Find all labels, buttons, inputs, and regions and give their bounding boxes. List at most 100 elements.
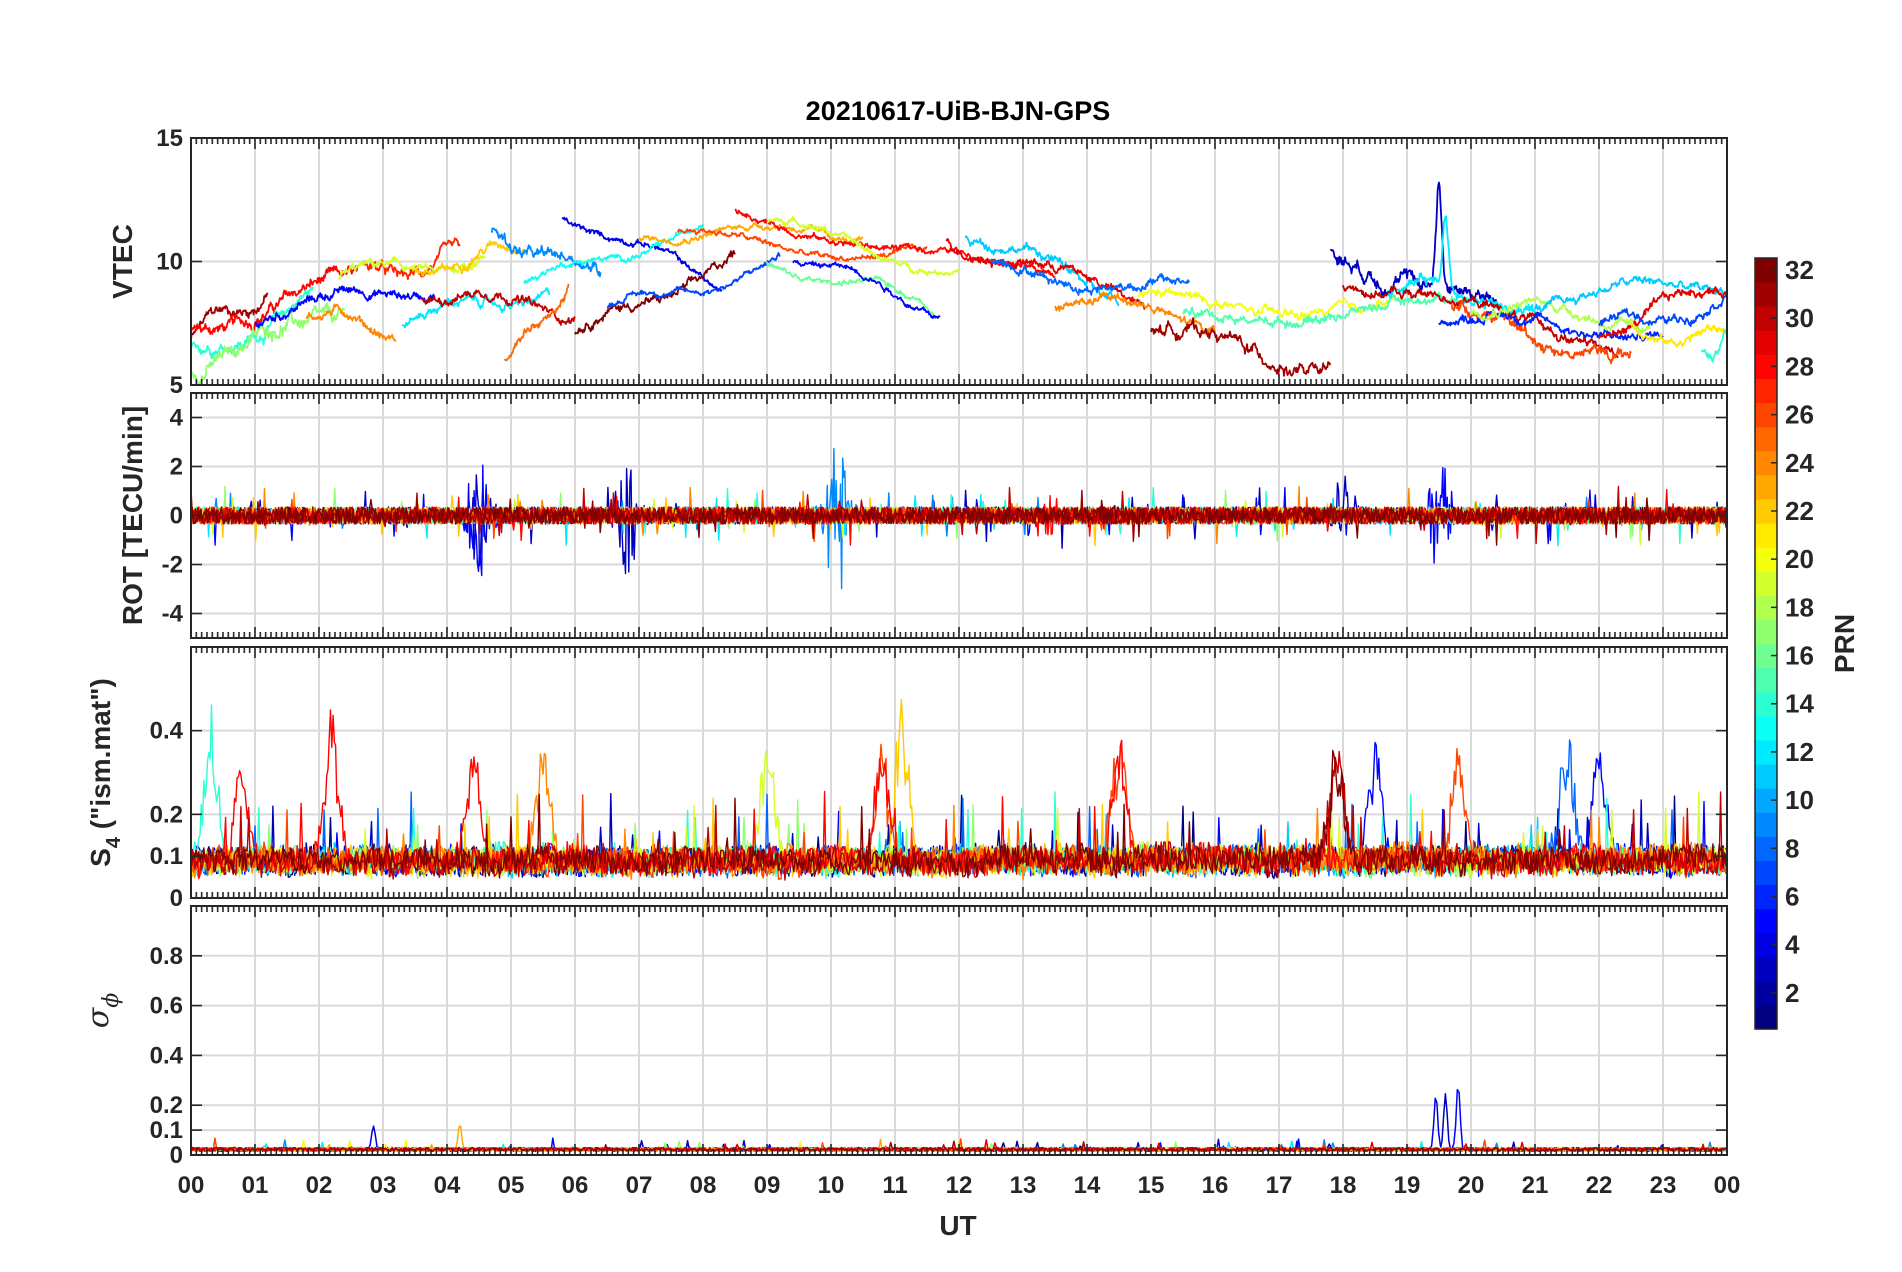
y-tick-label: 0.2 — [150, 1092, 183, 1119]
y-tick-label: 0.8 — [150, 943, 183, 970]
x-tick-label: 06 — [562, 1172, 589, 1199]
colorbar-tick-label: 4 — [1785, 930, 1800, 960]
x-tick-label: 15 — [1138, 1172, 1165, 1199]
axes-S4: 0 0.1 0.2 0.4 S4 ("ism.mat") — [85, 646, 1728, 912]
colorbar-step — [1755, 1004, 1777, 1030]
x-tick-label: 21 — [1522, 1172, 1549, 1199]
colorbar-step — [1755, 643, 1777, 669]
colorbar-tick-label: 30 — [1785, 303, 1814, 333]
vtec-series-prn-4 — [561, 216, 723, 292]
panel-VTEC — [190, 137, 1728, 386]
colorbar-tick-label: 10 — [1785, 785, 1814, 815]
vtec-series-prn-30 — [421, 289, 576, 326]
colorbar-step — [1755, 860, 1777, 886]
y-tick-label: 0 — [170, 885, 183, 912]
x-tick-label: 13 — [1010, 1172, 1037, 1199]
colorbar-step — [1755, 980, 1777, 1006]
colorbar-tick-label: 2 — [1785, 978, 1799, 1008]
colorbar-step — [1755, 547, 1777, 572]
colorbar-step — [1755, 908, 1777, 934]
colorbar-step — [1755, 763, 1777, 789]
axes-box — [190, 392, 1728, 639]
y-tick-label: 0.4 — [150, 718, 184, 745]
colorbar-step — [1755, 836, 1777, 861]
x-tick-label: 16 — [1202, 1172, 1229, 1199]
vtec-series-prn-26 — [676, 228, 928, 262]
colorbar-step — [1755, 258, 1777, 283]
y-tick-label: 0 — [170, 503, 183, 530]
colorbar-step — [1755, 306, 1777, 331]
y-axis-label-sigma-phi: σϕ — [81, 993, 124, 1028]
vtec-series-prn-14 — [1700, 328, 1728, 363]
x-tick-label: 23 — [1650, 1172, 1677, 1199]
x-tick-label: 07 — [626, 1172, 653, 1199]
y-tick-label: 0 — [170, 1142, 183, 1169]
y-tick-label: -4 — [162, 601, 184, 628]
x-tick-label: 05 — [498, 1172, 525, 1199]
y-tick-label: 15 — [156, 125, 183, 152]
vtec-series-prn-31 — [1150, 317, 1332, 377]
x-tick-label: 00 — [1714, 1172, 1741, 1199]
colorbar-step — [1755, 402, 1777, 428]
vtec-series-prn-31 — [190, 292, 269, 340]
y-tick-label: 0.1 — [150, 1117, 183, 1144]
x-tick-label: 11 — [882, 1172, 907, 1199]
vtec-series-prn-11 — [1534, 275, 1728, 313]
vtec-series-prn-23 — [638, 222, 864, 247]
vtec-series-prn-13 — [523, 224, 704, 284]
x-tick-label: 14 — [1074, 1172, 1101, 1199]
vtec-series-prn-32 — [574, 249, 736, 335]
colorbar-step — [1755, 595, 1777, 621]
axes-box — [190, 646, 1728, 899]
x-tick-label: 19 — [1394, 1172, 1421, 1199]
axes-VTEC: 5 10 15 VTEC — [107, 125, 1728, 399]
y-tick-label: 0.1 — [150, 843, 183, 870]
vtec-series-prn-30 — [1342, 285, 1619, 359]
axes-box — [190, 137, 1728, 386]
vtec-series-prn-20 — [1137, 287, 1395, 321]
colorbar-label: PRN — [1829, 614, 1860, 673]
vtec-series-prn-27 — [362, 237, 461, 281]
vtec-series-prn-21 — [1630, 322, 1728, 348]
vtec-series-prn-24 — [1054, 291, 1216, 335]
colorbar-step — [1755, 739, 1777, 765]
x-axis-label: UT — [939, 1210, 976, 1241]
x-tick-label: 00 — [178, 1172, 205, 1199]
colorbar-step — [1755, 932, 1777, 958]
vtec-series-prn-19 — [766, 215, 960, 277]
colorbar-step — [1755, 812, 1777, 837]
colorbar-frame — [1754, 257, 1778, 1030]
panel-S4 — [190, 647, 1728, 899]
vtec-series-prn-24 — [305, 303, 397, 342]
vtec-series-prn-5 — [792, 260, 941, 319]
colorbar-step — [1755, 715, 1777, 741]
colorbar-tick-label: 32 — [1785, 255, 1814, 285]
colorbar-step — [1755, 498, 1777, 524]
colorbar-tick-label: 24 — [1785, 448, 1814, 478]
y-axis-label: S4 ("ism.mat") — [85, 678, 125, 867]
colorbar-step — [1755, 426, 1777, 452]
vtec-series-prn-5 — [254, 285, 435, 329]
x-tick-label: 04 — [434, 1172, 461, 1199]
colorbar-step — [1755, 667, 1777, 693]
vtec-series-prn-18 — [1470, 296, 1651, 334]
colorbar-step — [1755, 691, 1777, 717]
colorbar-tick-label: 6 — [1785, 881, 1799, 911]
x-tick-label: 09 — [754, 1172, 781, 1199]
colorbar-tick-label: 8 — [1785, 833, 1799, 863]
vtec-series-prn-11 — [964, 235, 1120, 306]
axes-ROT: -4 -2 0 2 4 ROT [TECU/min] — [117, 392, 1728, 639]
x-tick-label: 18 — [1330, 1172, 1357, 1199]
colorbar-tick-label: 26 — [1785, 400, 1814, 430]
colorbar-tick-label: 20 — [1785, 544, 1814, 574]
x-tick-label: 20 — [1458, 1172, 1485, 1199]
vtec-series-prn-25 — [503, 283, 570, 362]
x-tick-label: 17 — [1266, 1172, 1293, 1199]
colorbar-step — [1755, 619, 1777, 645]
x-tick-label: 22 — [1586, 1172, 1613, 1199]
y-tick-label: 10 — [156, 249, 183, 276]
y-tick-label: -2 — [162, 552, 183, 579]
chart-title: 20210617-UiB-BJN-GPS — [806, 96, 1111, 126]
